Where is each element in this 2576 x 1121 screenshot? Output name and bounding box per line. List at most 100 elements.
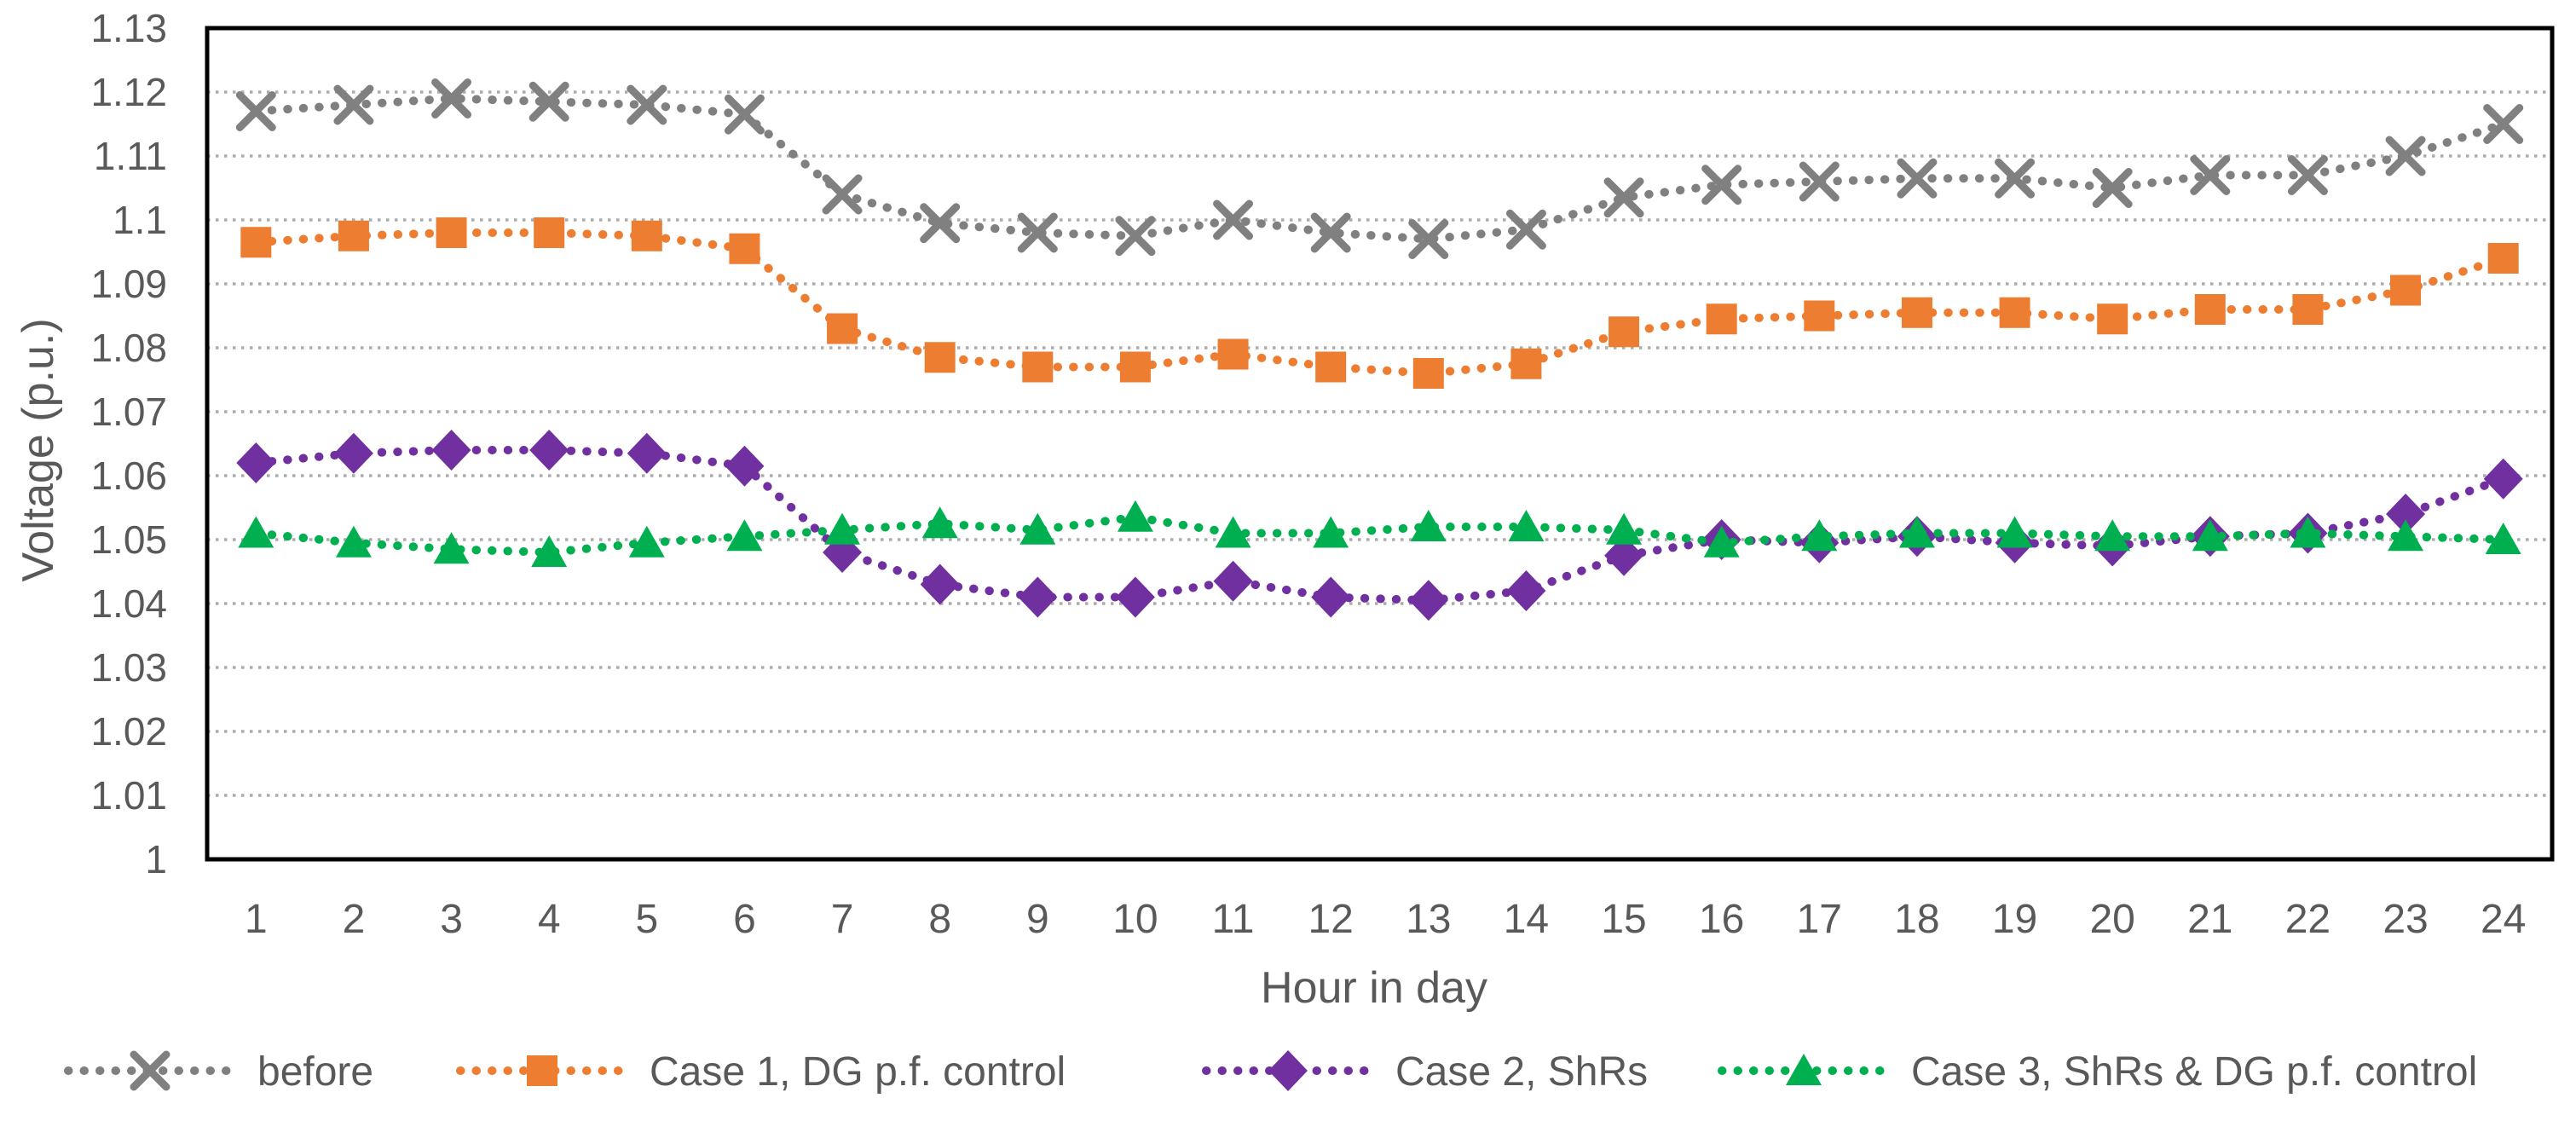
data-point-marker-triangle [1215,516,1251,548]
y-tick-label: 1.04 [90,581,167,626]
y-tick-label: 1.03 [90,645,167,690]
x-axis-tick-labels: 1 2 3 4 5 6 7 8 9 10 11 12 13 14 15 16 17 18 19 20 21 22 23 24 [245,897,2526,942]
data-point-marker-square [534,217,565,248]
data-point-marker-x [2287,155,2328,195]
x-tick-label: 12 [1308,897,1353,942]
x-axis-title: Hour in day [1261,963,1487,1013]
y-tick-label: 1.1 [113,198,167,242]
data-point-marker-triangle [1703,525,1740,558]
data-point-marker-diamond [1408,580,1448,621]
y-tick-label: 1.09 [90,262,167,306]
data-point-marker-diamond [1268,1050,1308,1091]
data-point-marker-x [1505,209,1546,250]
data-point-marker-x [920,203,961,244]
data-point-marker-diamond [725,445,765,487]
data-point-marker-diamond [2386,494,2426,534]
data-point-marker-x [1310,212,1351,253]
data-point-marker-x [431,78,472,118]
data-point-marker-diamond [1311,576,1351,618]
data-point-marker-square [1022,351,1054,383]
data-point-marker-diamond [920,563,960,605]
data-point-marker-triangle [1313,516,1349,548]
x-tick-label: 8 [928,897,951,942]
data-point-marker-x [1603,177,1644,218]
x-tick-label: 7 [831,897,854,942]
data-point-marker-triangle [1996,516,2033,548]
data-point-marker-triangle [238,516,274,548]
data-point-marker-x [1017,212,1058,253]
x-tick-label: 18 [1894,897,1939,942]
data-point-marker-triangle [1117,500,1153,532]
data-point-marker-x [822,174,863,215]
series-line [251,94,2508,244]
data-point-marker-triangle [824,512,861,545]
data-point-marker-square [240,227,272,258]
y-axis-tick-labels: 1 1.01 1.02 1.03 1.04 1.05 1.06 1.07 1.08 1.09 1.1… [90,6,167,881]
x-tick-label: 21 [2187,897,2232,942]
x-tick-label: 24 [2481,897,2526,942]
data-point-marker-square [631,220,662,251]
data-point-marker-square [1217,338,1249,370]
y-tick-label: 1.12 [90,70,167,114]
data-point-marker-square [2292,294,2324,325]
x-tick-label: 17 [1797,897,1842,942]
data-point-marker-diamond [333,432,373,474]
series-layer [235,78,2524,621]
legend-label: Case 2, ShRs [1395,1049,1648,1095]
data-point-marker-x [2190,155,2231,195]
data-point-marker-square [2390,274,2422,306]
plot-border [205,26,2555,862]
data-point-marker-x [1995,158,2036,199]
data-point-marker-triangle [628,525,665,558]
data-point-marker-square [1315,351,1347,383]
data-point-marker-square [2487,243,2519,274]
x-tick-label: 20 [2089,897,2134,942]
legend-item-case2: Case 2, ShRs [1202,1049,1648,1095]
x-tick-label: 15 [1601,897,1646,942]
x-tick-label: 16 [1699,897,1744,942]
data-point-marker-square [338,220,369,251]
data-point-marker-x [1799,161,1840,202]
data-point-marker-triangle [2485,523,2521,554]
data-point-marker-triangle [433,532,470,564]
y-tick-label: 1.02 [90,709,167,754]
x-tick-label: 22 [2285,897,2331,942]
y-tick-label: 1.05 [90,517,167,562]
data-point-marker-x [724,94,765,135]
series-case1 [240,217,2519,389]
y-tick-label: 1.13 [90,6,167,50]
data-point-marker-square [1706,303,1737,335]
data-point-marker-square [1804,300,1835,332]
data-point-marker-triangle [2290,516,2326,548]
x-tick-label: 14 [1504,897,1549,942]
data-point-marker-diamond [1213,560,1253,602]
data-point-marker-square [1999,297,2030,328]
data-point-marker-diamond [1506,570,1546,611]
legend: before Case 1, DG p.f. control Case 2, ShR… [64,1049,2477,1095]
data-point-marker-diamond [627,432,667,474]
data-point-marker-triangle [1606,512,1643,545]
x-tick-label: 4 [538,897,561,942]
data-point-marker-triangle [2388,519,2424,552]
data-point-marker-x [1408,219,1449,259]
data-point-marker-square [729,233,760,264]
data-point-marker-triangle [1019,512,1056,545]
data-point-marker-triangle [1786,1054,1822,1085]
data-point-marker-x [333,84,374,125]
data-point-marker-x [627,84,667,125]
data-point-marker-x [1213,199,1254,240]
data-point-marker-diamond [1604,534,1644,576]
series-case3 [238,500,2521,567]
series-before [235,78,2524,259]
gridlines [207,90,2552,797]
x-tick-label: 5 [635,897,658,942]
series-line [251,446,2508,605]
data-point-marker-triangle [335,525,372,558]
y-tick-label: 1.08 [90,326,167,370]
legend-label: Case 3, ShRs & DG p.f. control [1911,1049,2477,1095]
data-point-marker-x [528,81,569,122]
x-tick-label: 2 [343,897,366,942]
y-tick-label: 1.07 [90,390,167,434]
